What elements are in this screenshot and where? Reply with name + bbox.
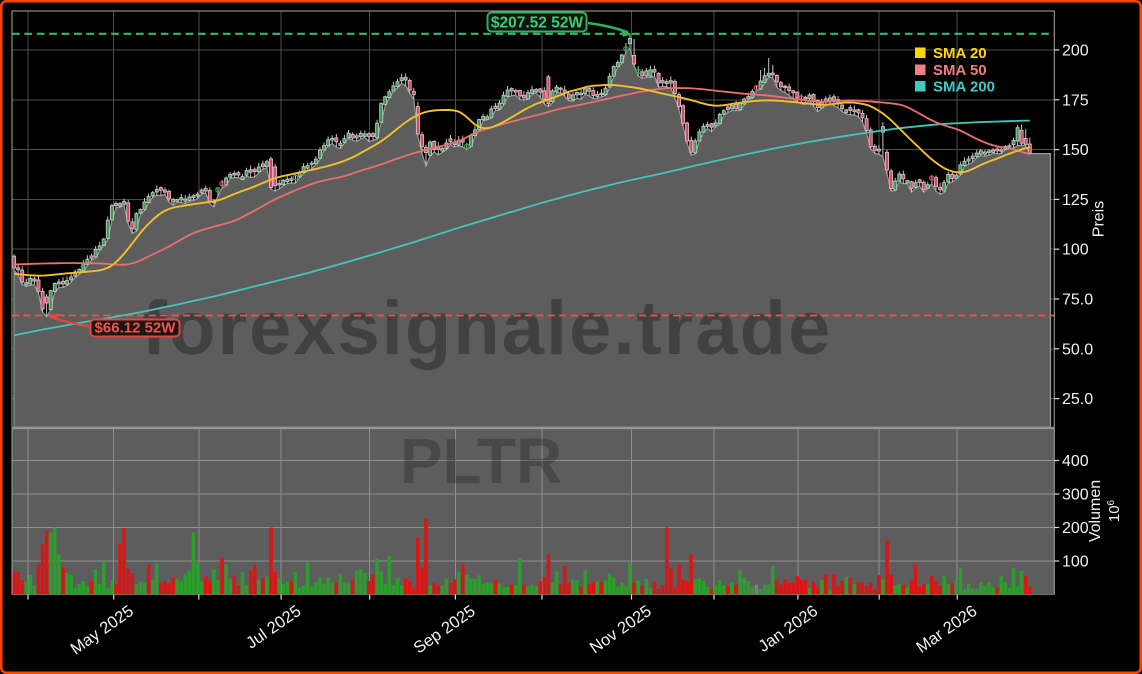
- svg-text:400: 400: [1062, 453, 1089, 470]
- svg-text:200: 200: [1062, 43, 1089, 60]
- svg-text:$66.12 52W: $66.12 52W: [95, 320, 177, 337]
- svg-text:125: 125: [1062, 192, 1089, 209]
- svg-text:300: 300: [1062, 487, 1089, 504]
- svg-text:Volumen: Volumen: [1087, 480, 1104, 542]
- svg-text:175: 175: [1062, 92, 1089, 109]
- svg-text:200: 200: [1062, 520, 1089, 537]
- svg-text:$207.52 52W: $207.52 52W: [491, 15, 584, 32]
- svg-text:100: 100: [1062, 242, 1089, 259]
- svg-text:Preis: Preis: [1091, 201, 1108, 237]
- svg-text:25.0: 25.0: [1062, 391, 1093, 408]
- svg-text:50.0: 50.0: [1062, 341, 1093, 358]
- svg-text:75.0: 75.0: [1062, 292, 1093, 309]
- svg-text:SMA 50: SMA 50: [933, 62, 987, 79]
- svg-text:PLTR: PLTR: [400, 425, 562, 497]
- svg-text:SMA 200: SMA 200: [933, 79, 995, 96]
- svg-text:SMA 20: SMA 20: [933, 45, 987, 62]
- svg-text:100: 100: [1062, 554, 1089, 571]
- svg-text:150: 150: [1062, 142, 1089, 159]
- svg-text:forexsignale.trade: forexsignale.trade: [142, 286, 833, 371]
